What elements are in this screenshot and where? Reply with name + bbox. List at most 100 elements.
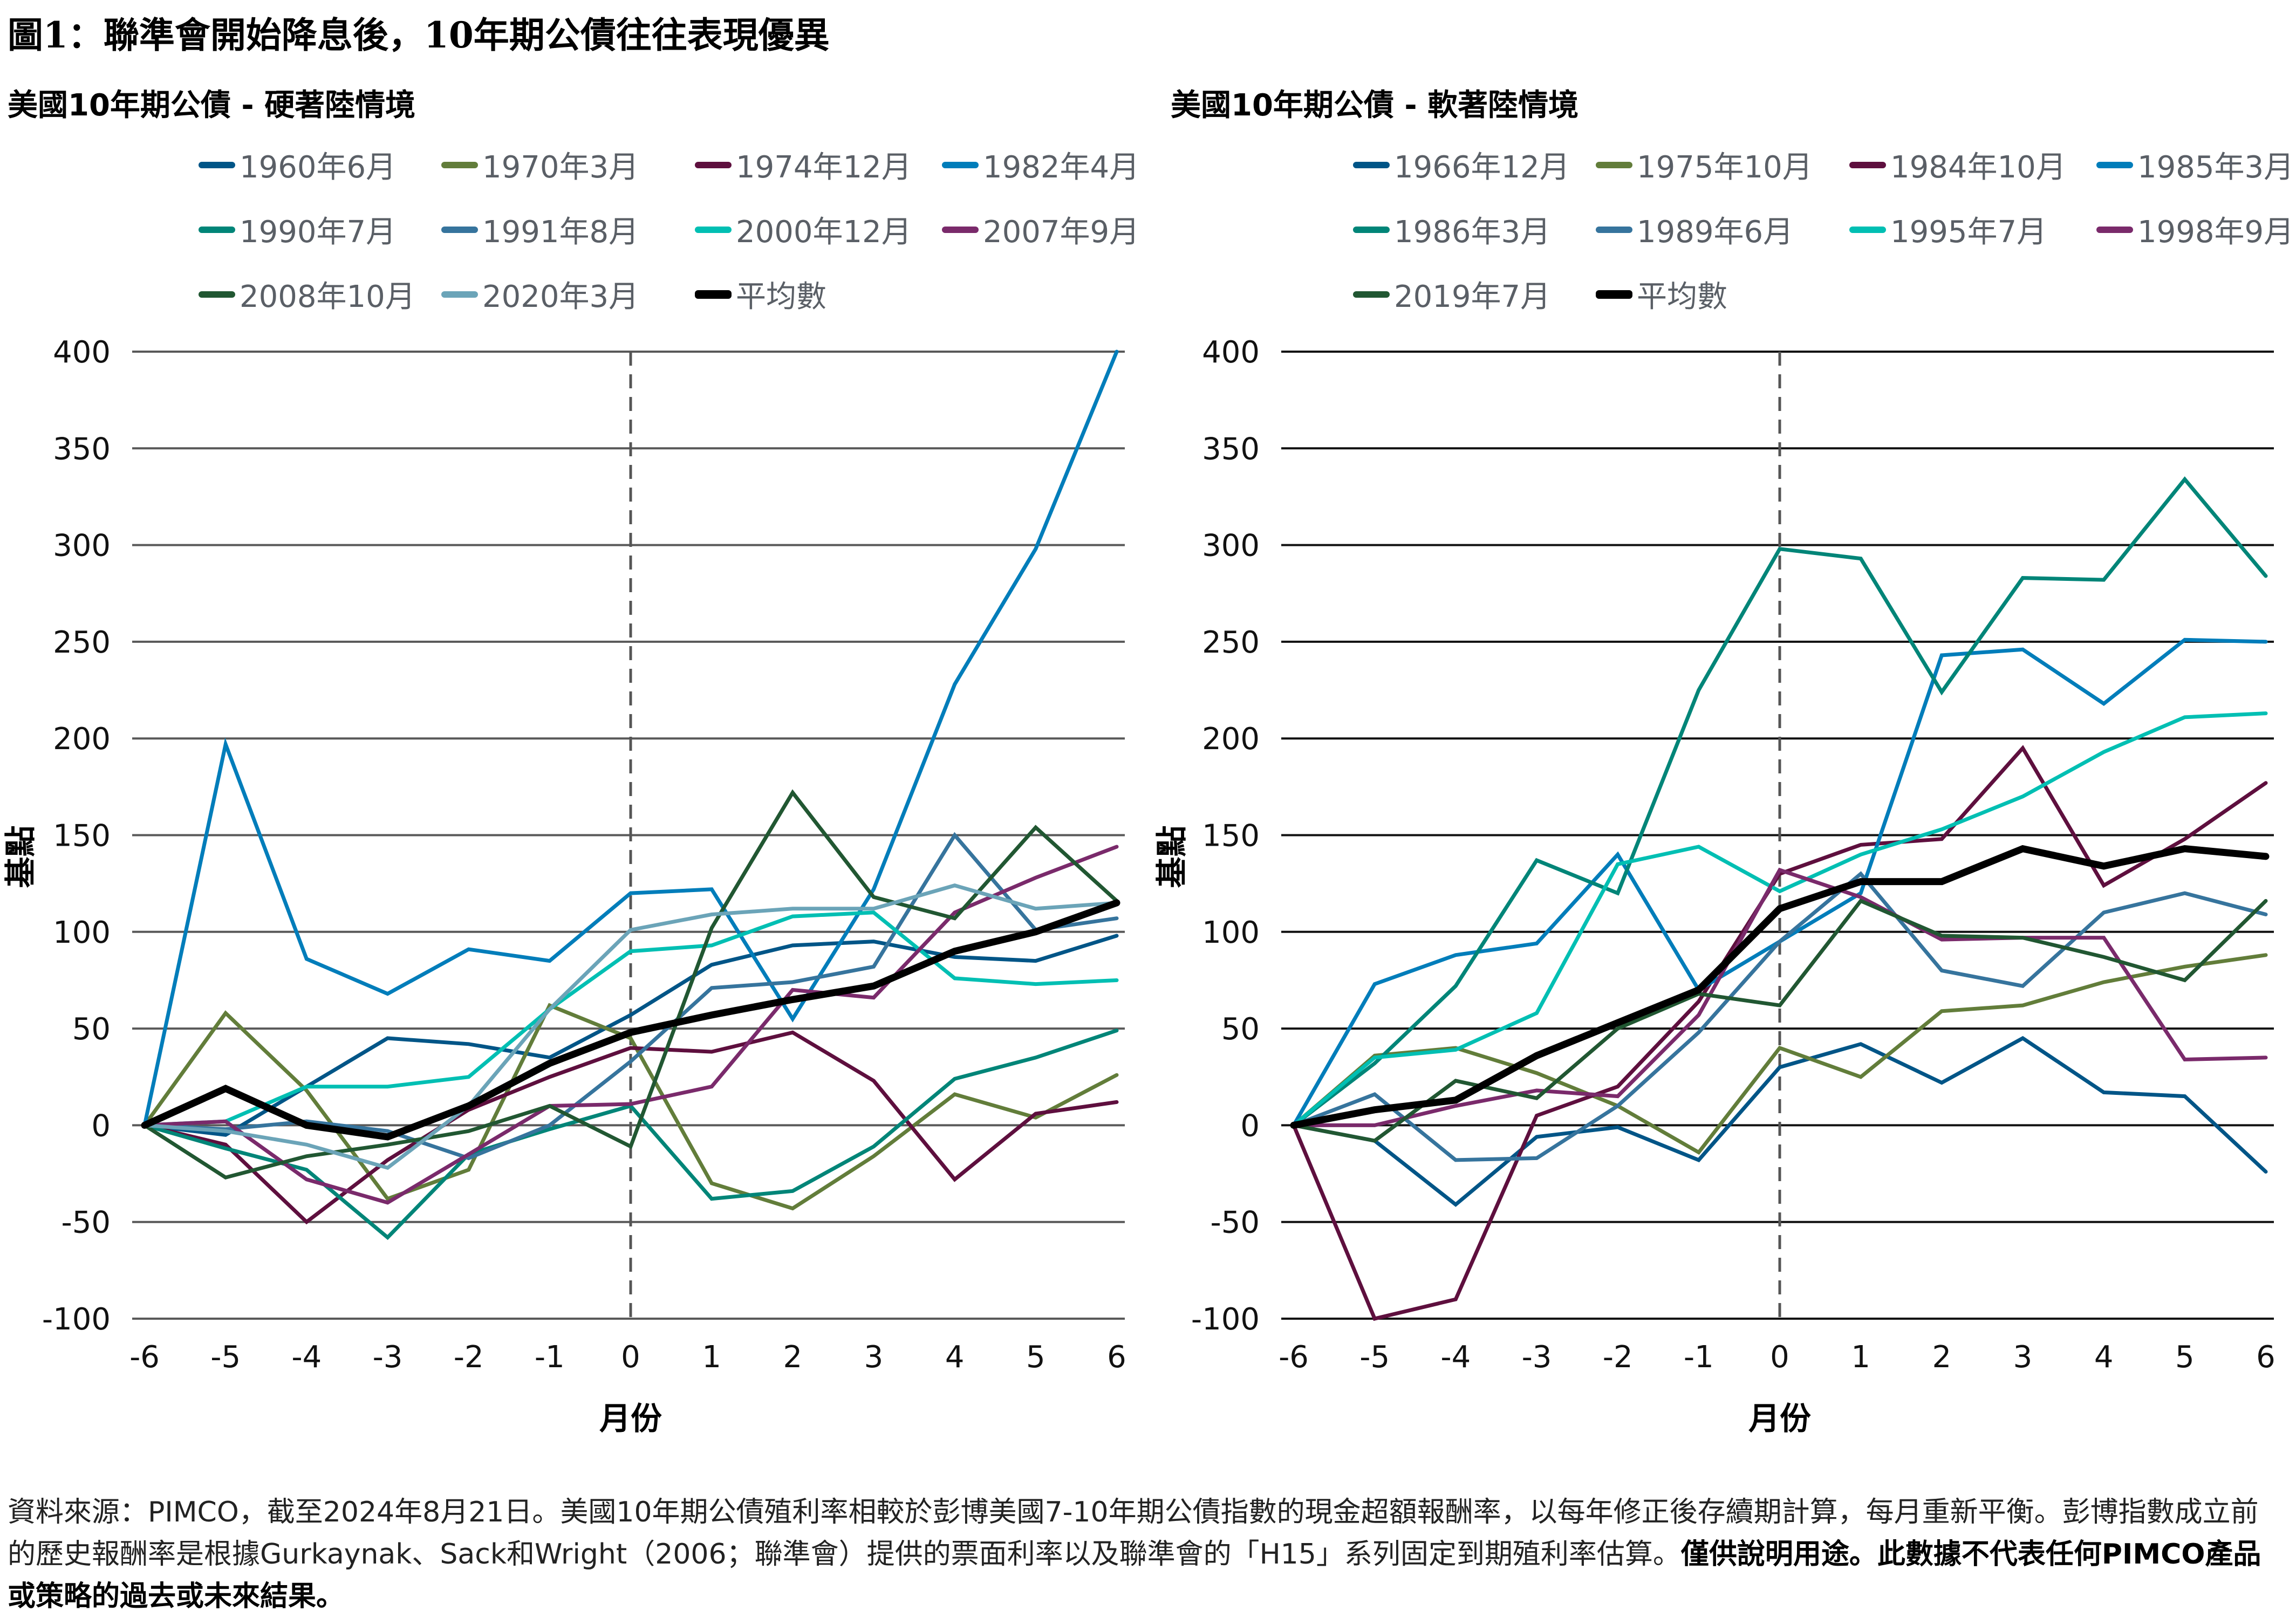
legend-item: 1989年6月: [1596, 208, 1793, 251]
legend-swatch: [441, 226, 478, 233]
series-line-1984年10月: [1292, 745, 2268, 1321]
x-tick-label: 6: [2256, 1340, 2276, 1375]
y-tick-label: 300: [1202, 529, 1260, 564]
legend-item: 平均數: [695, 272, 826, 316]
legend-label: 2000年12月: [736, 215, 912, 250]
legend-item: 2020年3月: [441, 272, 639, 316]
legend-swatch: [2096, 161, 2133, 168]
x-tick-label: 6: [1107, 1340, 1126, 1375]
x-tick-label: 5: [2175, 1340, 2195, 1375]
x-tick-label: 4: [945, 1340, 965, 1375]
legend-label: 1998年9月: [2137, 215, 2294, 250]
series-line-2020年3月: [142, 883, 1119, 1170]
legend-label: 2019年7月: [1394, 279, 1551, 314]
series-line-1970年3月: [142, 1003, 1119, 1211]
legend-label: 1991年8月: [482, 215, 639, 250]
footnote: 資料來源：PIMCO，截至2024年8月21日。美國10年期公債殖利率相較於彭博…: [8, 1491, 2273, 1617]
y-tick-label: 250: [1202, 625, 1260, 660]
right-panel-title: 美國10年期公債 - 軟著陸情境: [1171, 88, 1579, 123]
x-axis-label: 月份: [599, 1400, 662, 1437]
legend-label: 1960年6月: [240, 150, 397, 185]
y-axis-label: 基點: [1153, 825, 1190, 888]
y-tick-label: -100: [42, 1302, 111, 1337]
legend-swatch: [2096, 226, 2133, 233]
series-line-2019年7月: [1292, 899, 2268, 1143]
y-tick-label: -100: [1191, 1302, 1260, 1337]
series-line-平均數: [1290, 845, 2270, 1129]
x-tick-label: 5: [1026, 1340, 1046, 1375]
legend-label: 1984年10月: [1890, 150, 2066, 185]
y-tick-label: 250: [53, 625, 111, 660]
x-tick-label: -1: [535, 1340, 565, 1375]
legend-swatch: [199, 226, 235, 233]
legend-item: 1960年6月: [199, 143, 396, 187]
x-tick-label: -2: [454, 1340, 484, 1375]
legend-item: 1985年3月: [2096, 143, 2294, 187]
legend-label: 2008年10月: [240, 279, 415, 314]
series-line-1998年9月: [1292, 867, 2268, 1127]
footnote-disclaimer: 僅供說明用途。此數據不代表任何PIMCO產品或策略的過去或未來結果。: [8, 1538, 2261, 1613]
legend-swatch: [695, 161, 732, 168]
x-axis-label: 月份: [1748, 1400, 1811, 1437]
legend-label: 1989年6月: [1637, 215, 1794, 250]
x-tick-label: 3: [864, 1340, 884, 1375]
y-tick-label: -50: [1211, 1205, 1260, 1240]
legend-item: 1984年10月: [1849, 143, 2066, 187]
legend-swatch: [1596, 161, 1632, 168]
legend-item: 2008年10月: [199, 272, 415, 316]
y-tick-label: 300: [53, 529, 111, 564]
legend-swatch: [441, 291, 478, 298]
y-tick-label: 400: [1202, 335, 1260, 370]
x-tick-label: -6: [1279, 1340, 1309, 1375]
legend-item: 1975年10月: [1596, 143, 1813, 187]
legend-label: 1970年3月: [482, 150, 639, 185]
legend-swatch: [1353, 291, 1390, 298]
legend-swatch: [1596, 226, 1632, 233]
legend-swatch: [199, 161, 235, 168]
y-tick-label: 150: [1202, 819, 1260, 854]
legend-swatch: [695, 290, 732, 299]
legend-item: 1990年7月: [199, 208, 396, 251]
y-tick-label: 350: [53, 431, 111, 467]
y-tick-label: 0: [91, 1108, 111, 1143]
legend-swatch: [441, 161, 478, 168]
legend-label: 1995年7月: [1890, 215, 2047, 250]
legend-swatch: [1353, 161, 1390, 168]
x-tick-label: -2: [1603, 1340, 1633, 1375]
legend-item: 1982年4月: [942, 143, 1139, 187]
y-tick-label: 50: [72, 1012, 111, 1047]
legend-label: 平均數: [736, 279, 826, 314]
legend-label: 1966年12月: [1394, 150, 1570, 185]
series-line-1982年4月: [142, 349, 1119, 1127]
y-tick-label: 200: [1202, 722, 1260, 757]
y-axis-label: 基點: [2, 825, 39, 888]
footnote-source: 資料來源：PIMCO，截至2024年8月21日。美國10年期公債殖利率相較於彭博…: [8, 1496, 2259, 1571]
legend-label: 1985年3月: [2137, 150, 2294, 185]
legend-item: 1995年7月: [1849, 208, 2047, 251]
x-tick-label: -3: [1522, 1340, 1552, 1375]
x-tick-label: 1: [702, 1340, 721, 1375]
x-tick-label: 4: [2094, 1340, 2114, 1375]
legend-swatch: [1596, 290, 1632, 299]
legend-swatch: [1849, 226, 1886, 233]
legend-item: 2019年7月: [1353, 272, 1550, 316]
legend-item: 1974年12月: [695, 143, 912, 187]
y-tick-label: 150: [53, 819, 111, 854]
series-line-1986年3月: [1292, 476, 2268, 1127]
x-tick-label: -5: [1359, 1340, 1390, 1375]
x-tick-label: -4: [1440, 1340, 1471, 1375]
left-panel-title: 美國10年期公債 - 硬著陸情境: [8, 88, 416, 123]
y-tick-label: 200: [53, 722, 111, 757]
legend-label: 1974年12月: [736, 150, 912, 185]
y-tick-label: 100: [1202, 915, 1260, 950]
legend-label: 平均數: [1637, 279, 1727, 314]
series-line-1995年7月: [1292, 711, 2268, 1127]
legend-swatch: [1353, 226, 1390, 233]
series-line-1989年6月: [1292, 871, 2268, 1162]
x-tick-label: -5: [210, 1340, 241, 1375]
y-tick-label: -50: [62, 1205, 111, 1240]
series-line-2000年12月: [142, 910, 1119, 1127]
series-line-1966年12月: [1292, 1036, 2268, 1207]
x-tick-label: -4: [291, 1340, 322, 1375]
series-line-2007年9月: [142, 845, 1119, 1205]
